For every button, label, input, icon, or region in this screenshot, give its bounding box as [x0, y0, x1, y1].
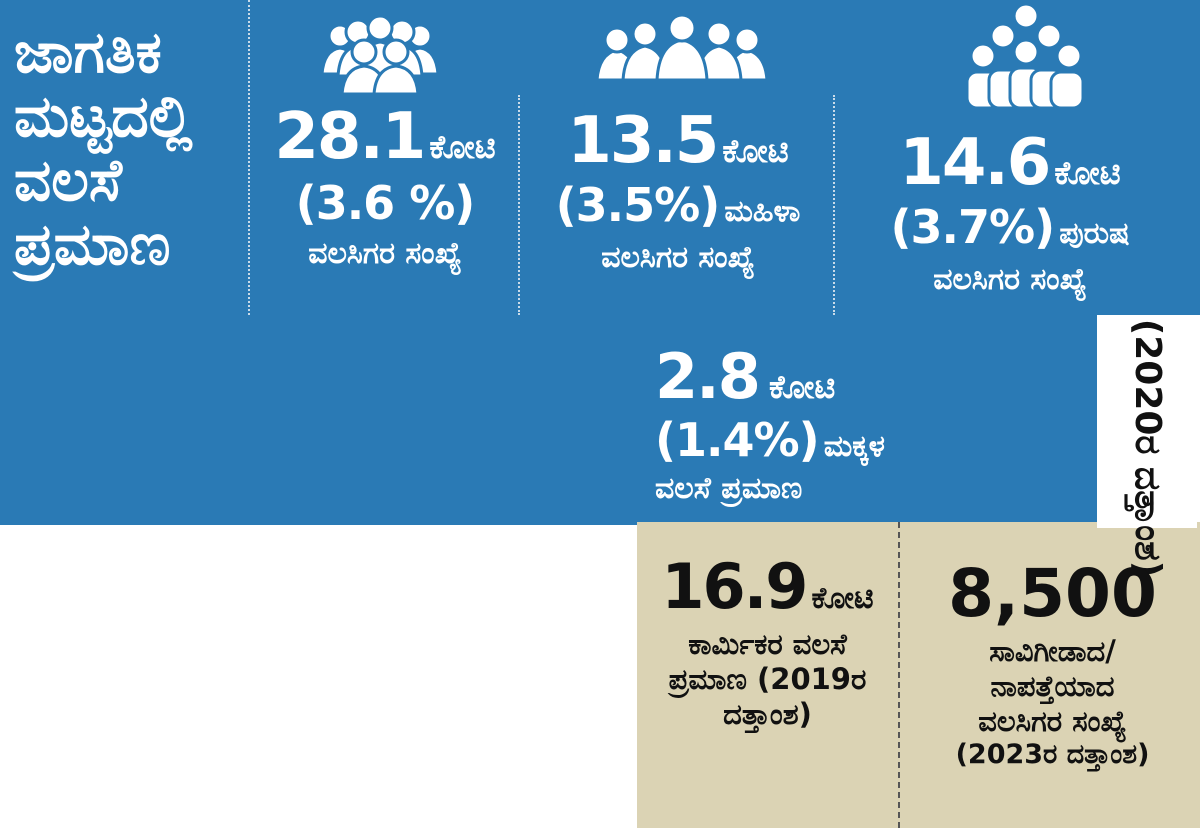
headline-line: ಮಟ್ಟದಲ್ಲಿ: [14, 82, 193, 150]
stat-unit: ಕೋಟಿ: [429, 128, 496, 166]
stat-description: ವಲಸಿಗರ ಸಂಖ್ಯೆ: [308, 236, 462, 271]
male-migrants-stat: 14.6 ಕೋಟಿ (3.7%) ಪುರುಷ ವಲಸಿಗರ ಸಂಖ್ಯೆ: [860, 126, 1160, 297]
divider: [898, 522, 900, 828]
dead-missing-migrants-stat: 8,500 ಸಾವಿಗೀಡಾದ/ ನಾಪತ್ತೆಯಾದ ವಲಸಿಗರ ಸಂಖ್ಯ…: [910, 555, 1195, 771]
headline-line: ಪ್ರಮಾಣ: [14, 210, 171, 278]
stat-percent: (3.7%): [890, 200, 1056, 254]
stat-unit: ಕೋಟಿ: [722, 132, 789, 170]
total-migrants-stat: 28.1 ಕೋಟಿ (3.6 %) ವಲಸಿಗರ ಸಂಖ್ಯೆ: [255, 100, 515, 271]
data-year-label: (2020ರ ದತ್ತಾಂಶ): [1097, 319, 1197, 577]
crowd-icon: [320, 14, 440, 94]
worker-migrants-stat: 16.9 ಕೋಟಿ ಕಾರ್ಮಿಕರ ವಲಸೆ ಪ್ರಮಾಣ (2019ರ ದತ…: [640, 550, 895, 732]
stat-value: 16.9: [661, 550, 808, 623]
headline-line: ವಲಸೆ: [14, 146, 122, 214]
headline: ಜಾಗತಿಕ ಮಟ್ಟದಲ್ಲಿ ವಲಸೆ ಪ್ರಮಾಣ: [14, 20, 239, 276]
stat-value: 14.6: [899, 126, 1051, 200]
stat-description: ವಲಸಿಗರ ಸಂಖ್ಯೆ: [933, 262, 1087, 297]
headline-line: ಜಾಗತಿಕ: [14, 18, 162, 86]
children-migrants-stat: 2.8 ಕೋಟಿ (1.4%) ಮಕ್ಕಳ ವಲಸೆ ಪ್ರಮಾಣ: [655, 340, 935, 506]
men-group-icon: [965, 2, 1085, 110]
stat-qualifier: ಪುರುಷ: [1059, 216, 1130, 251]
stat-line: ಪ್ರಮಾಣ (2019ರ: [668, 662, 867, 696]
stat-line: ನಾಪತ್ತೆಯಾದ: [990, 669, 1115, 703]
stat-description: ವಲಸಿಗರ ಸಂಖ್ಯೆ: [601, 240, 755, 275]
data-year-text: (2020ರ ದತ್ತಾಂಶ): [1127, 318, 1168, 578]
stat-qualifier: ಮಕ್ಕಳ: [823, 429, 885, 464]
stat-value: 28.1: [274, 100, 426, 174]
divider: [518, 95, 520, 315]
female-migrants-stat: 13.5 ಕೋಟಿ (3.5%) ಮಹಿಳಾ ವಲಸಿಗರ ಸಂಖ್ಯೆ: [528, 104, 828, 275]
stat-line: ದತ್ತಾಂಶ): [723, 697, 812, 731]
stat-line: ಕಾರ್ಮಿಕರ ವಲಸೆ: [688, 627, 847, 661]
stat-unit: ಕೋಟಿ: [769, 368, 836, 406]
top-panel: [0, 0, 1200, 315]
stat-description: ವಲಸೆ ಪ್ರಮಾಣ: [655, 471, 803, 506]
women-group-icon: [595, 14, 769, 82]
stat-value: 8,500: [948, 555, 1157, 632]
stat-line: (2023ರ ದತ್ತಾಂಶ): [955, 739, 1150, 770]
divider: [833, 95, 835, 315]
stat-value: 13.5: [567, 104, 719, 178]
stat-value: 2.8: [655, 340, 761, 413]
divider: [248, 0, 250, 315]
stat-qualifier: ಮಹಿಳಾ: [724, 194, 801, 229]
bottom-panel: [637, 522, 1200, 828]
stat-unit: ಕೋಟಿ: [811, 581, 874, 616]
middle-panel: [0, 315, 1097, 525]
stat-line: ವಲಸಿಗರ ಸಂಖ್ಯೆ: [978, 704, 1127, 738]
stat-line: ಸಾವಿಗೀಡಾದ/: [989, 634, 1116, 668]
stat-unit: ಕೋಟಿ: [1054, 154, 1121, 192]
stat-percent: (1.4%): [655, 413, 820, 467]
stat-percent: (3.5%): [555, 178, 721, 232]
stat-percent: (3.6 %): [295, 176, 476, 230]
